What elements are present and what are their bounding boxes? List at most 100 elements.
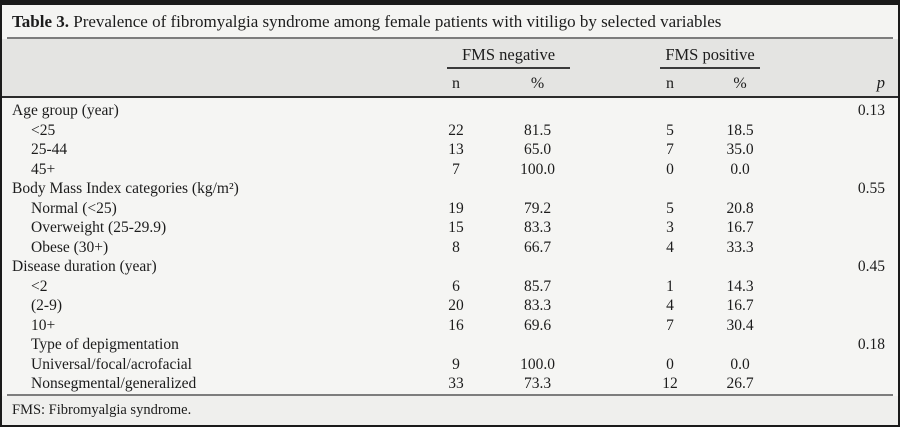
pos-n-cell [640,257,700,277]
spacer-cell [590,277,640,297]
pos-n-cell: 7 [666,141,674,158]
spacer-cell [590,296,640,316]
footer-rule [7,393,893,396]
neg-pct-cell [485,335,590,355]
row-label-cell: Normal (<25) [31,199,117,217]
table-number: Table 3. [12,12,70,31]
row-label-cell: Age group (year) [12,102,119,119]
spacer-cell [590,238,640,258]
spacer-cell [590,179,640,199]
table-row-duration-group: Disease duration (year) 0.45 [2,257,898,277]
pos-pct-cell: 0.0 [730,355,750,373]
row-label-cell: <25 [31,121,56,139]
header-group-row: FMS negative FMS positive [2,39,898,69]
p-value-header: p [780,69,898,98]
neg-n-cell: 15 [448,219,464,236]
neg-n-cell: 19 [448,199,464,217]
pos-pct-cell: 0.0 [730,160,750,178]
table-row-depigmentation-group: Type of depigmentation 0.18 [2,335,898,355]
pos-n-cell [640,179,700,199]
pos-pct-cell [700,257,780,277]
table-row-bmi-obese: Obese (30+) 8 66.7 4 33.3 [2,238,898,258]
pos-pct-cell [700,179,780,199]
pos-n-cell: 12 [662,375,678,392]
fms-positive-label: FMS positive [660,45,761,69]
p-value-cell [780,296,898,316]
header-subcolumn-row: n % n % p [2,69,898,98]
table-row-age-lt25: <25 22 81.5 5 18.5 [2,121,898,141]
pos-pct-cell: 14.3 [726,277,754,295]
pos-n-cell: 4 [666,297,674,314]
neg-pct-cell: 79.2 [523,199,552,217]
pos-n-cell: 7 [666,316,674,334]
header-empty-cell [2,69,427,98]
neg-n-cell [427,179,485,199]
neg-pct-cell: 83.3 [523,297,552,314]
row-label-cell: Universal/focal/acrofacial [31,355,192,373]
spacer-cell [590,218,640,238]
neg-pct-cell: 66.7 [523,238,552,256]
row-label-cell: 25-44 [31,141,68,158]
neg-n-header: n [427,69,485,98]
table-row-depigmentation-universal: Universal/focal/acrofacial 9 100.0 0 0.0 [2,355,898,375]
spacer-cell [590,335,640,355]
pos-pct-header: % [700,69,781,98]
table-row-bmi-overweight: Overweight (25-29.9) 15 83.3 3 16.7 [2,218,898,238]
header-empty-cell [780,39,898,69]
pos-pct-cell: 33.3 [726,238,754,256]
neg-n-cell: 22 [448,121,464,139]
pos-n-cell: 4 [666,238,674,256]
pos-n-cell: 0 [666,160,674,178]
neg-n-cell: 33 [448,375,464,392]
pos-pct-cell [700,335,780,355]
row-label-cell: Overweight (25-29.9) [31,219,167,236]
neg-pct-cell [485,257,590,277]
fms-negative-label: FMS negative [447,45,571,69]
neg-n-cell [427,97,485,121]
header-group-fms-negative: FMS negative [427,39,590,69]
pos-pct-cell: 35.0 [726,141,754,158]
title-rule [7,37,893,39]
p-value-cell: 0.13 [857,102,886,119]
p-value-cell [780,355,898,375]
row-label-cell: Body Mass Index categories (kg/m²) [12,180,239,197]
row-label-cell: Nonsegmental/generalized [31,375,197,392]
header-empty-cell [2,39,427,69]
neg-pct-cell: 73.3 [523,375,552,392]
row-label-cell: (2-9) [31,297,62,314]
table-row-age-25-44: 25-44 13 65.0 7 35.0 [2,140,898,160]
pos-n-cell: 1 [666,277,674,295]
pos-n-cell: 0 [666,355,674,373]
pos-pct-cell: 16.7 [726,297,754,314]
pos-n-cell: 5 [666,121,674,139]
spacer-cell [590,316,640,336]
pos-n-cell [640,97,700,121]
table-row-depigmentation-nonsegmental: Nonsegmental/generalized 33 73.3 12 26.7 [2,374,898,394]
neg-pct-cell: 85.7 [523,277,552,295]
row-label-cell: Type of depigmentation [31,336,179,353]
spacer-cell [590,355,640,375]
neg-n-cell: 9 [452,355,460,373]
neg-pct-header: % [485,69,591,98]
neg-pct-cell: 69.6 [523,316,552,334]
neg-pct-cell [485,179,590,199]
p-value-cell [780,199,898,219]
table-row-duration-10plus: 10+ 16 69.6 7 30.4 [2,316,898,336]
pos-pct-cell: 30.4 [726,316,754,334]
row-label-cell: 45+ [31,160,56,178]
pos-n-cell [640,335,700,355]
p-value-cell [780,218,898,238]
table-row-duration-2-9: (2-9) 20 83.3 4 16.7 [2,296,898,316]
neg-n-cell: 7 [452,160,460,178]
spacer-cell [590,199,640,219]
neg-n-cell: 6 [452,277,460,295]
neg-n-cell: 16 [448,316,464,334]
spacer-cell [590,257,640,277]
row-label-cell: Disease duration (year) [12,258,157,275]
neg-pct-cell: 81.5 [523,121,552,139]
neg-pct-cell: 100.0 [520,355,555,373]
p-value-cell: 0.55 [857,180,886,197]
pos-pct-cell: 18.5 [726,121,754,139]
spacer-cell [590,121,640,141]
pos-pct-cell: 26.7 [726,375,754,392]
